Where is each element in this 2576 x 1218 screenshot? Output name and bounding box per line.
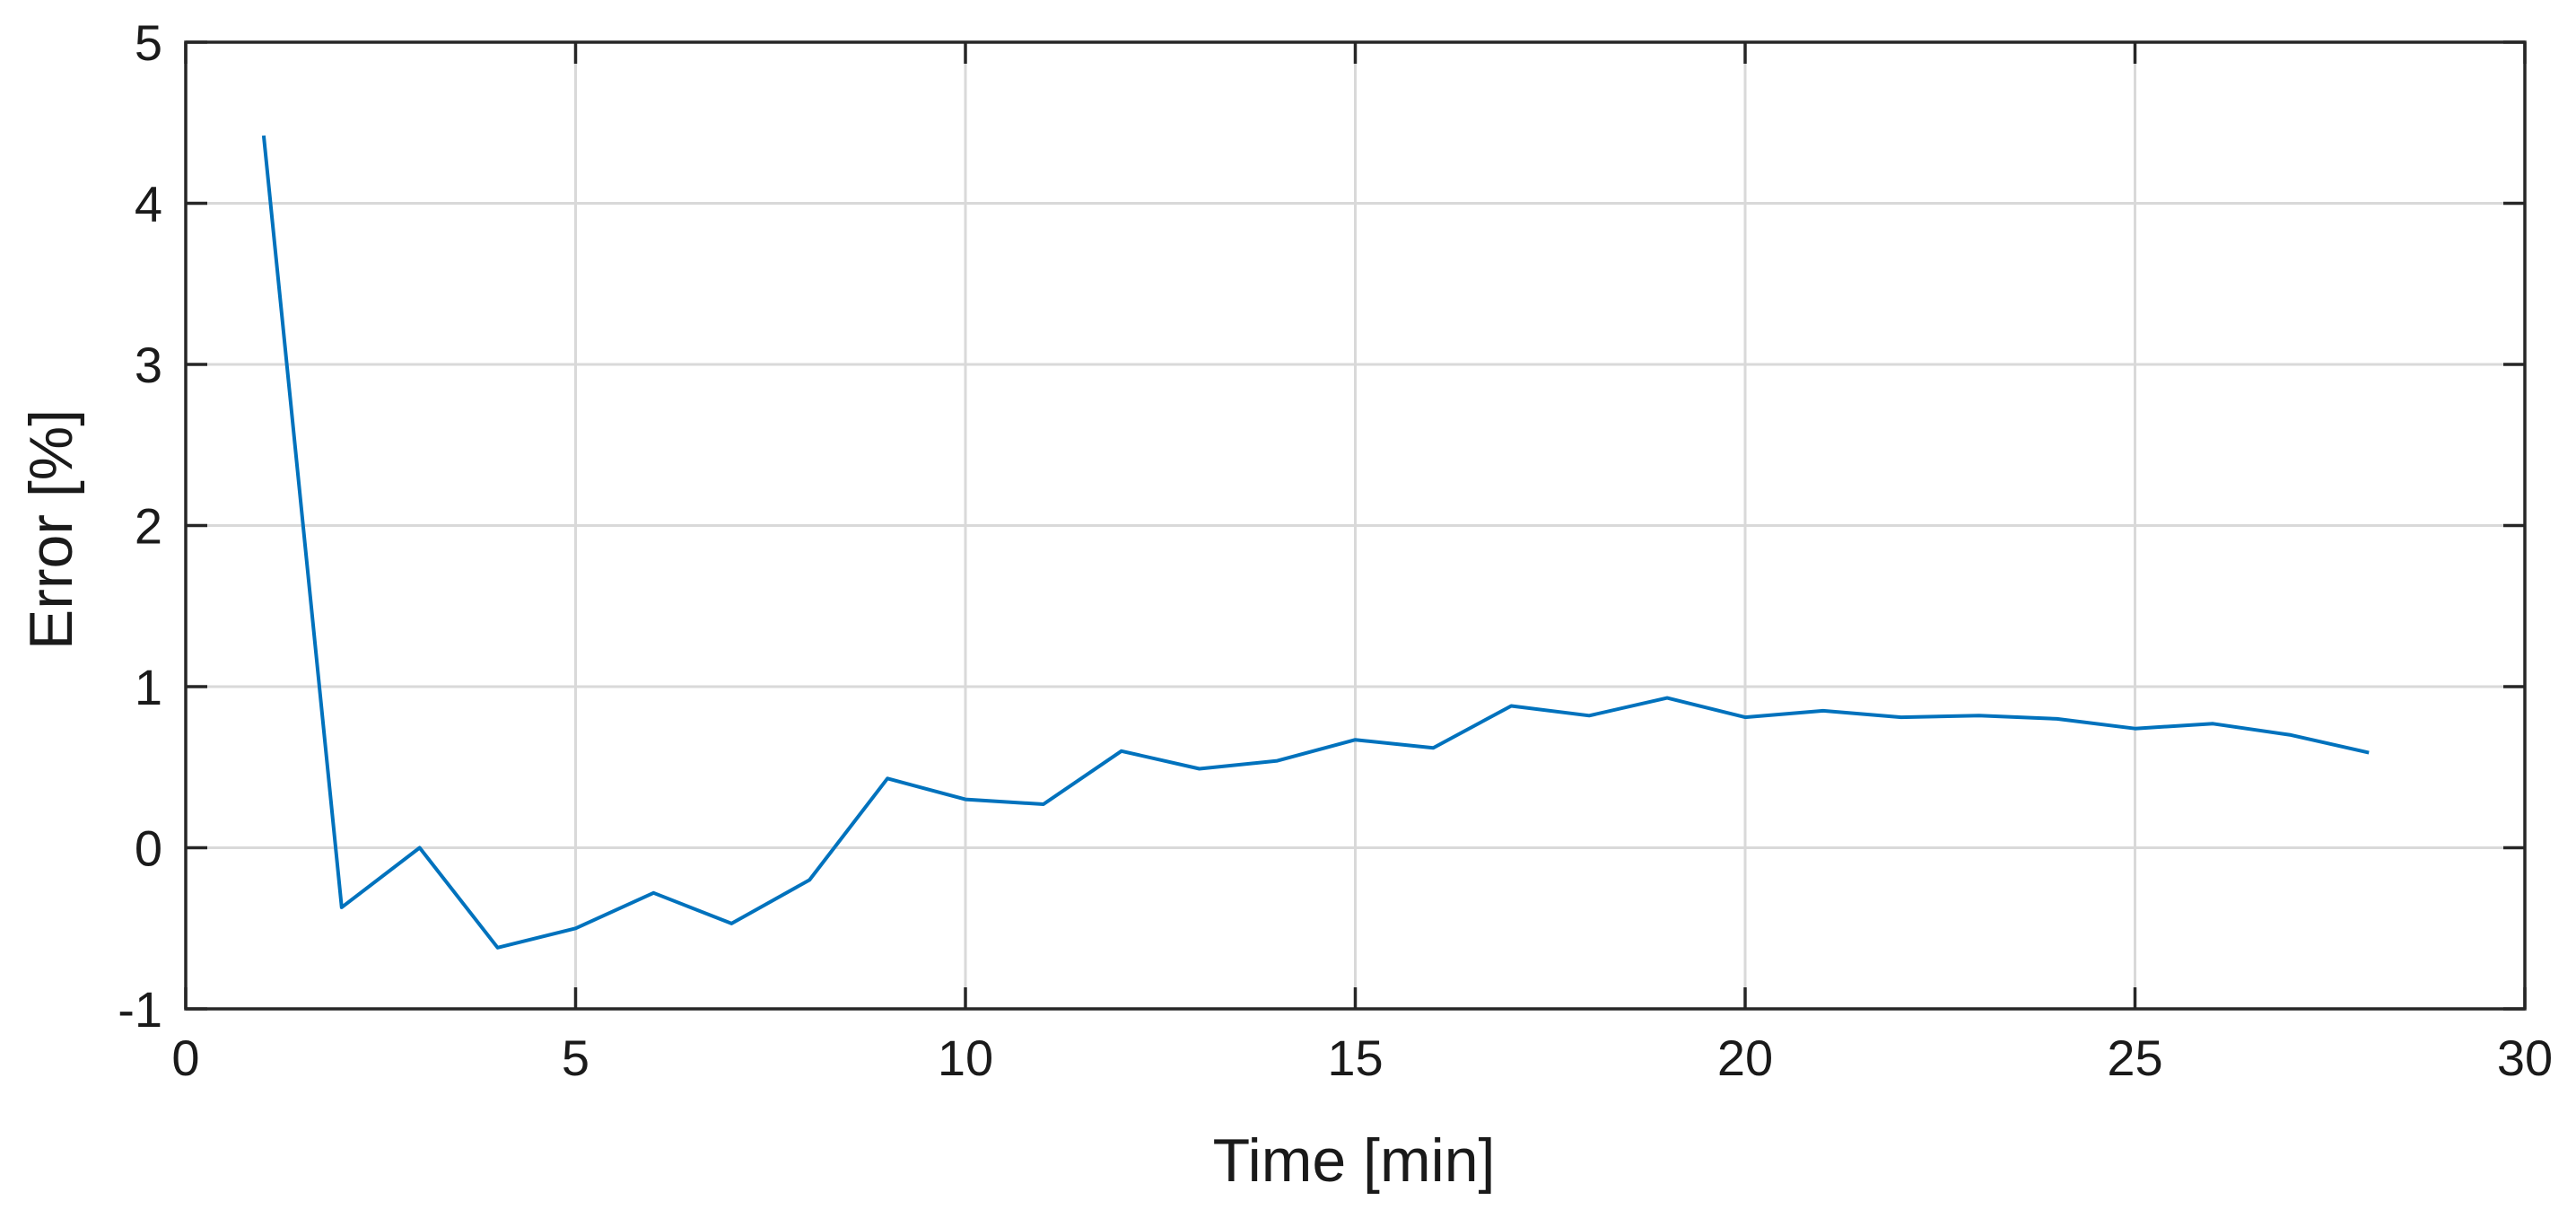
y-tick-label: -1 xyxy=(118,981,162,1038)
series-line xyxy=(261,135,2370,950)
x-tick-label: 25 xyxy=(2107,1030,2162,1086)
series-group xyxy=(261,135,2370,950)
y-tick-label: 2 xyxy=(135,498,162,555)
y-tick-label: 0 xyxy=(135,820,162,877)
x-tick-label: 20 xyxy=(1717,1030,1773,1086)
x-axis-title: Time [min] xyxy=(1213,1126,1496,1195)
y-tick-label: 3 xyxy=(135,337,162,393)
x-tick-label: 0 xyxy=(171,1030,199,1086)
x-tick-label: 15 xyxy=(1327,1030,1383,1086)
x-tick-label: 30 xyxy=(2497,1030,2553,1086)
x-tick-label: 10 xyxy=(938,1030,993,1086)
grid-lines xyxy=(186,42,2525,1009)
y-tick-label: 5 xyxy=(135,14,162,71)
y-axis-title: Error [%] xyxy=(17,409,85,650)
y-tick-label: 1 xyxy=(135,659,162,715)
y-tick-label: 4 xyxy=(135,176,162,232)
y-axis-ticks: -1 0 1 2 3 4 5 xyxy=(118,14,2525,1038)
x-tick-label: 5 xyxy=(562,1030,589,1086)
x-axis-ticks: 0 5 10 15 20 25 30 xyxy=(171,42,2553,1086)
